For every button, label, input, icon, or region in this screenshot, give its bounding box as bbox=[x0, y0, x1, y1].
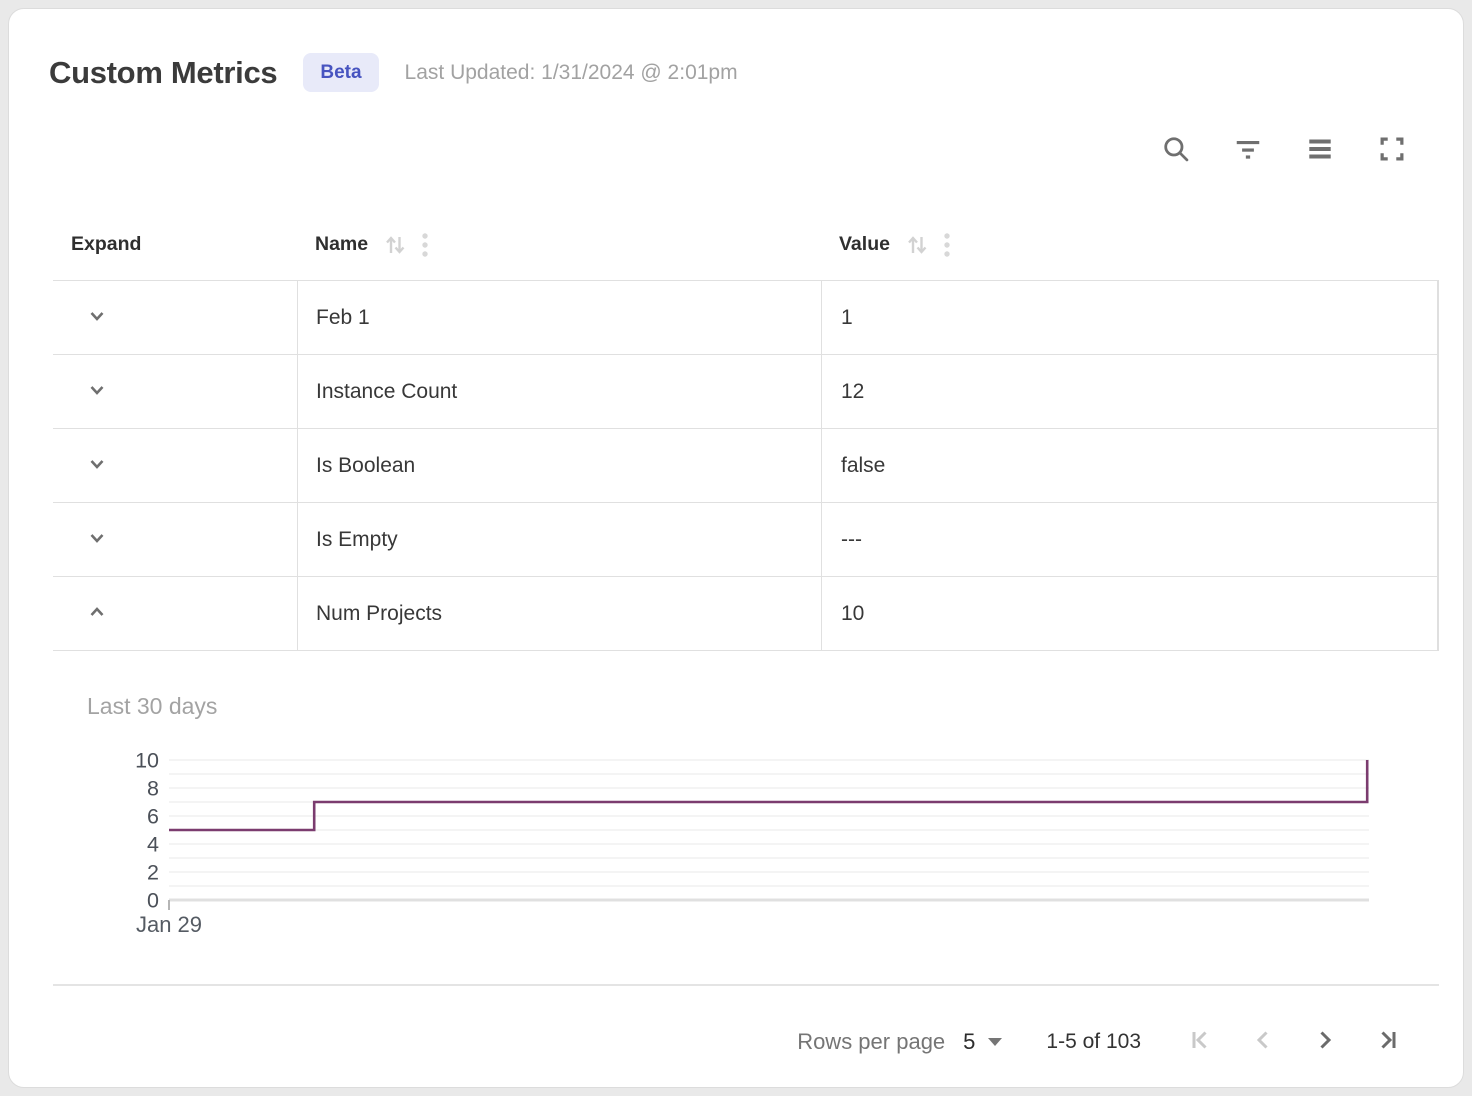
svg-text:8: 8 bbox=[147, 777, 159, 801]
table-row: Num Projects 10 bbox=[53, 577, 1437, 651]
filter-button[interactable] bbox=[1233, 135, 1263, 165]
fullscreen-icon bbox=[1377, 134, 1407, 167]
table-row: Instance Count 12 bbox=[53, 355, 1437, 429]
search-icon bbox=[1161, 134, 1191, 167]
last-page-button[interactable] bbox=[1367, 1020, 1407, 1063]
last-page-icon bbox=[1373, 1026, 1401, 1057]
chevron-down-icon bbox=[84, 303, 110, 332]
svg-text:Jan 29: Jan 29 bbox=[136, 912, 202, 937]
pagination-controls bbox=[1181, 1020, 1407, 1063]
table-row: Feb 1 1 bbox=[53, 281, 1437, 355]
chevron-left-icon bbox=[1249, 1026, 1277, 1057]
metric-value-cell: --- bbox=[821, 503, 1437, 576]
row-detail-panel: Last 30 days 0 2 4 6 8 10 Jan 29 bbox=[53, 651, 1439, 985]
table-row: Is Empty --- bbox=[53, 503, 1437, 577]
metric-name-cell: Instance Count bbox=[297, 355, 821, 428]
filter-icon bbox=[1233, 134, 1263, 167]
metric-name-cell: Is Boolean bbox=[297, 429, 821, 502]
search-button[interactable] bbox=[1161, 135, 1191, 165]
chevron-right-icon bbox=[1311, 1026, 1339, 1057]
chart-title: Last 30 days bbox=[87, 693, 218, 719]
previous-page-button[interactable] bbox=[1243, 1020, 1283, 1063]
metric-value-cell: 10 bbox=[821, 577, 1437, 650]
svg-text:4: 4 bbox=[147, 833, 159, 857]
column-header-name[interactable]: Name bbox=[297, 231, 821, 259]
table-row: Is Boolean false bbox=[53, 429, 1437, 503]
sort-value-button[interactable] bbox=[904, 232, 930, 258]
value-column-menu-button[interactable] bbox=[942, 231, 952, 259]
density-icon bbox=[1305, 134, 1335, 167]
svg-text:2: 2 bbox=[147, 861, 159, 885]
table-header-row: Expand Name bbox=[53, 209, 1439, 280]
beta-badge: Beta bbox=[303, 53, 379, 92]
custom-metrics-card: Custom Metrics Beta Last Updated: 1/31/2… bbox=[8, 8, 1464, 1088]
metric-name-cell: Feb 1 bbox=[297, 281, 821, 354]
header: Custom Metrics Beta Last Updated: 1/31/2… bbox=[49, 53, 738, 92]
collapse-row-button[interactable] bbox=[83, 600, 111, 628]
first-page-icon bbox=[1187, 1026, 1215, 1057]
table-body: Feb 1 1 Instance Count 12 bbox=[53, 280, 1439, 651]
chevron-down-icon bbox=[84, 451, 110, 480]
name-column-menu-button[interactable] bbox=[420, 231, 430, 259]
expand-row-button[interactable] bbox=[83, 452, 111, 480]
chevron-up-icon bbox=[84, 599, 110, 628]
metric-value-cell: 12 bbox=[821, 355, 1437, 428]
last-updated-text: Last Updated: 1/31/2024 @ 2:01pm bbox=[404, 60, 738, 84]
fullscreen-button[interactable] bbox=[1377, 135, 1407, 165]
metric-trend-chart: 0 2 4 6 8 10 Jan 29 bbox=[135, 749, 1369, 937]
rows-per-page-value: 5 bbox=[963, 1028, 976, 1054]
metric-name-cell: Is Empty bbox=[297, 503, 821, 576]
table-footer: Rows per page 5 1-5 of 103 bbox=[53, 984, 1439, 1087]
pagination-range-label: 1-5 of 103 bbox=[1046, 1029, 1141, 1053]
svg-text:10: 10 bbox=[135, 749, 159, 773]
metric-name-cell: Num Projects bbox=[297, 577, 821, 650]
metrics-table: Expand Name bbox=[53, 209, 1439, 985]
svg-text:0: 0 bbox=[147, 889, 159, 913]
grid-toolbar bbox=[1161, 135, 1407, 165]
metric-value-cell: 1 bbox=[821, 281, 1437, 354]
rows-per-page-label: Rows per page bbox=[797, 1028, 946, 1054]
expand-row-button[interactable] bbox=[83, 304, 111, 332]
chevron-down-icon bbox=[84, 525, 110, 554]
expand-row-button[interactable] bbox=[83, 378, 111, 406]
next-page-button[interactable] bbox=[1305, 1020, 1345, 1063]
first-page-button[interactable] bbox=[1181, 1020, 1221, 1063]
expand-row-button[interactable] bbox=[83, 526, 111, 554]
page-title: Custom Metrics bbox=[49, 54, 278, 90]
column-header-value[interactable]: Value bbox=[821, 231, 1439, 259]
density-button[interactable] bbox=[1305, 135, 1335, 165]
chevron-down-icon bbox=[84, 377, 110, 406]
rows-per-page-select[interactable]: 5 bbox=[963, 1028, 1003, 1055]
svg-text:6: 6 bbox=[147, 805, 159, 829]
dropdown-arrow-icon bbox=[988, 1037, 1003, 1046]
column-header-expand: Expand bbox=[71, 233, 142, 255]
metric-value-cell: false bbox=[821, 429, 1437, 502]
sort-name-button[interactable] bbox=[382, 232, 408, 258]
